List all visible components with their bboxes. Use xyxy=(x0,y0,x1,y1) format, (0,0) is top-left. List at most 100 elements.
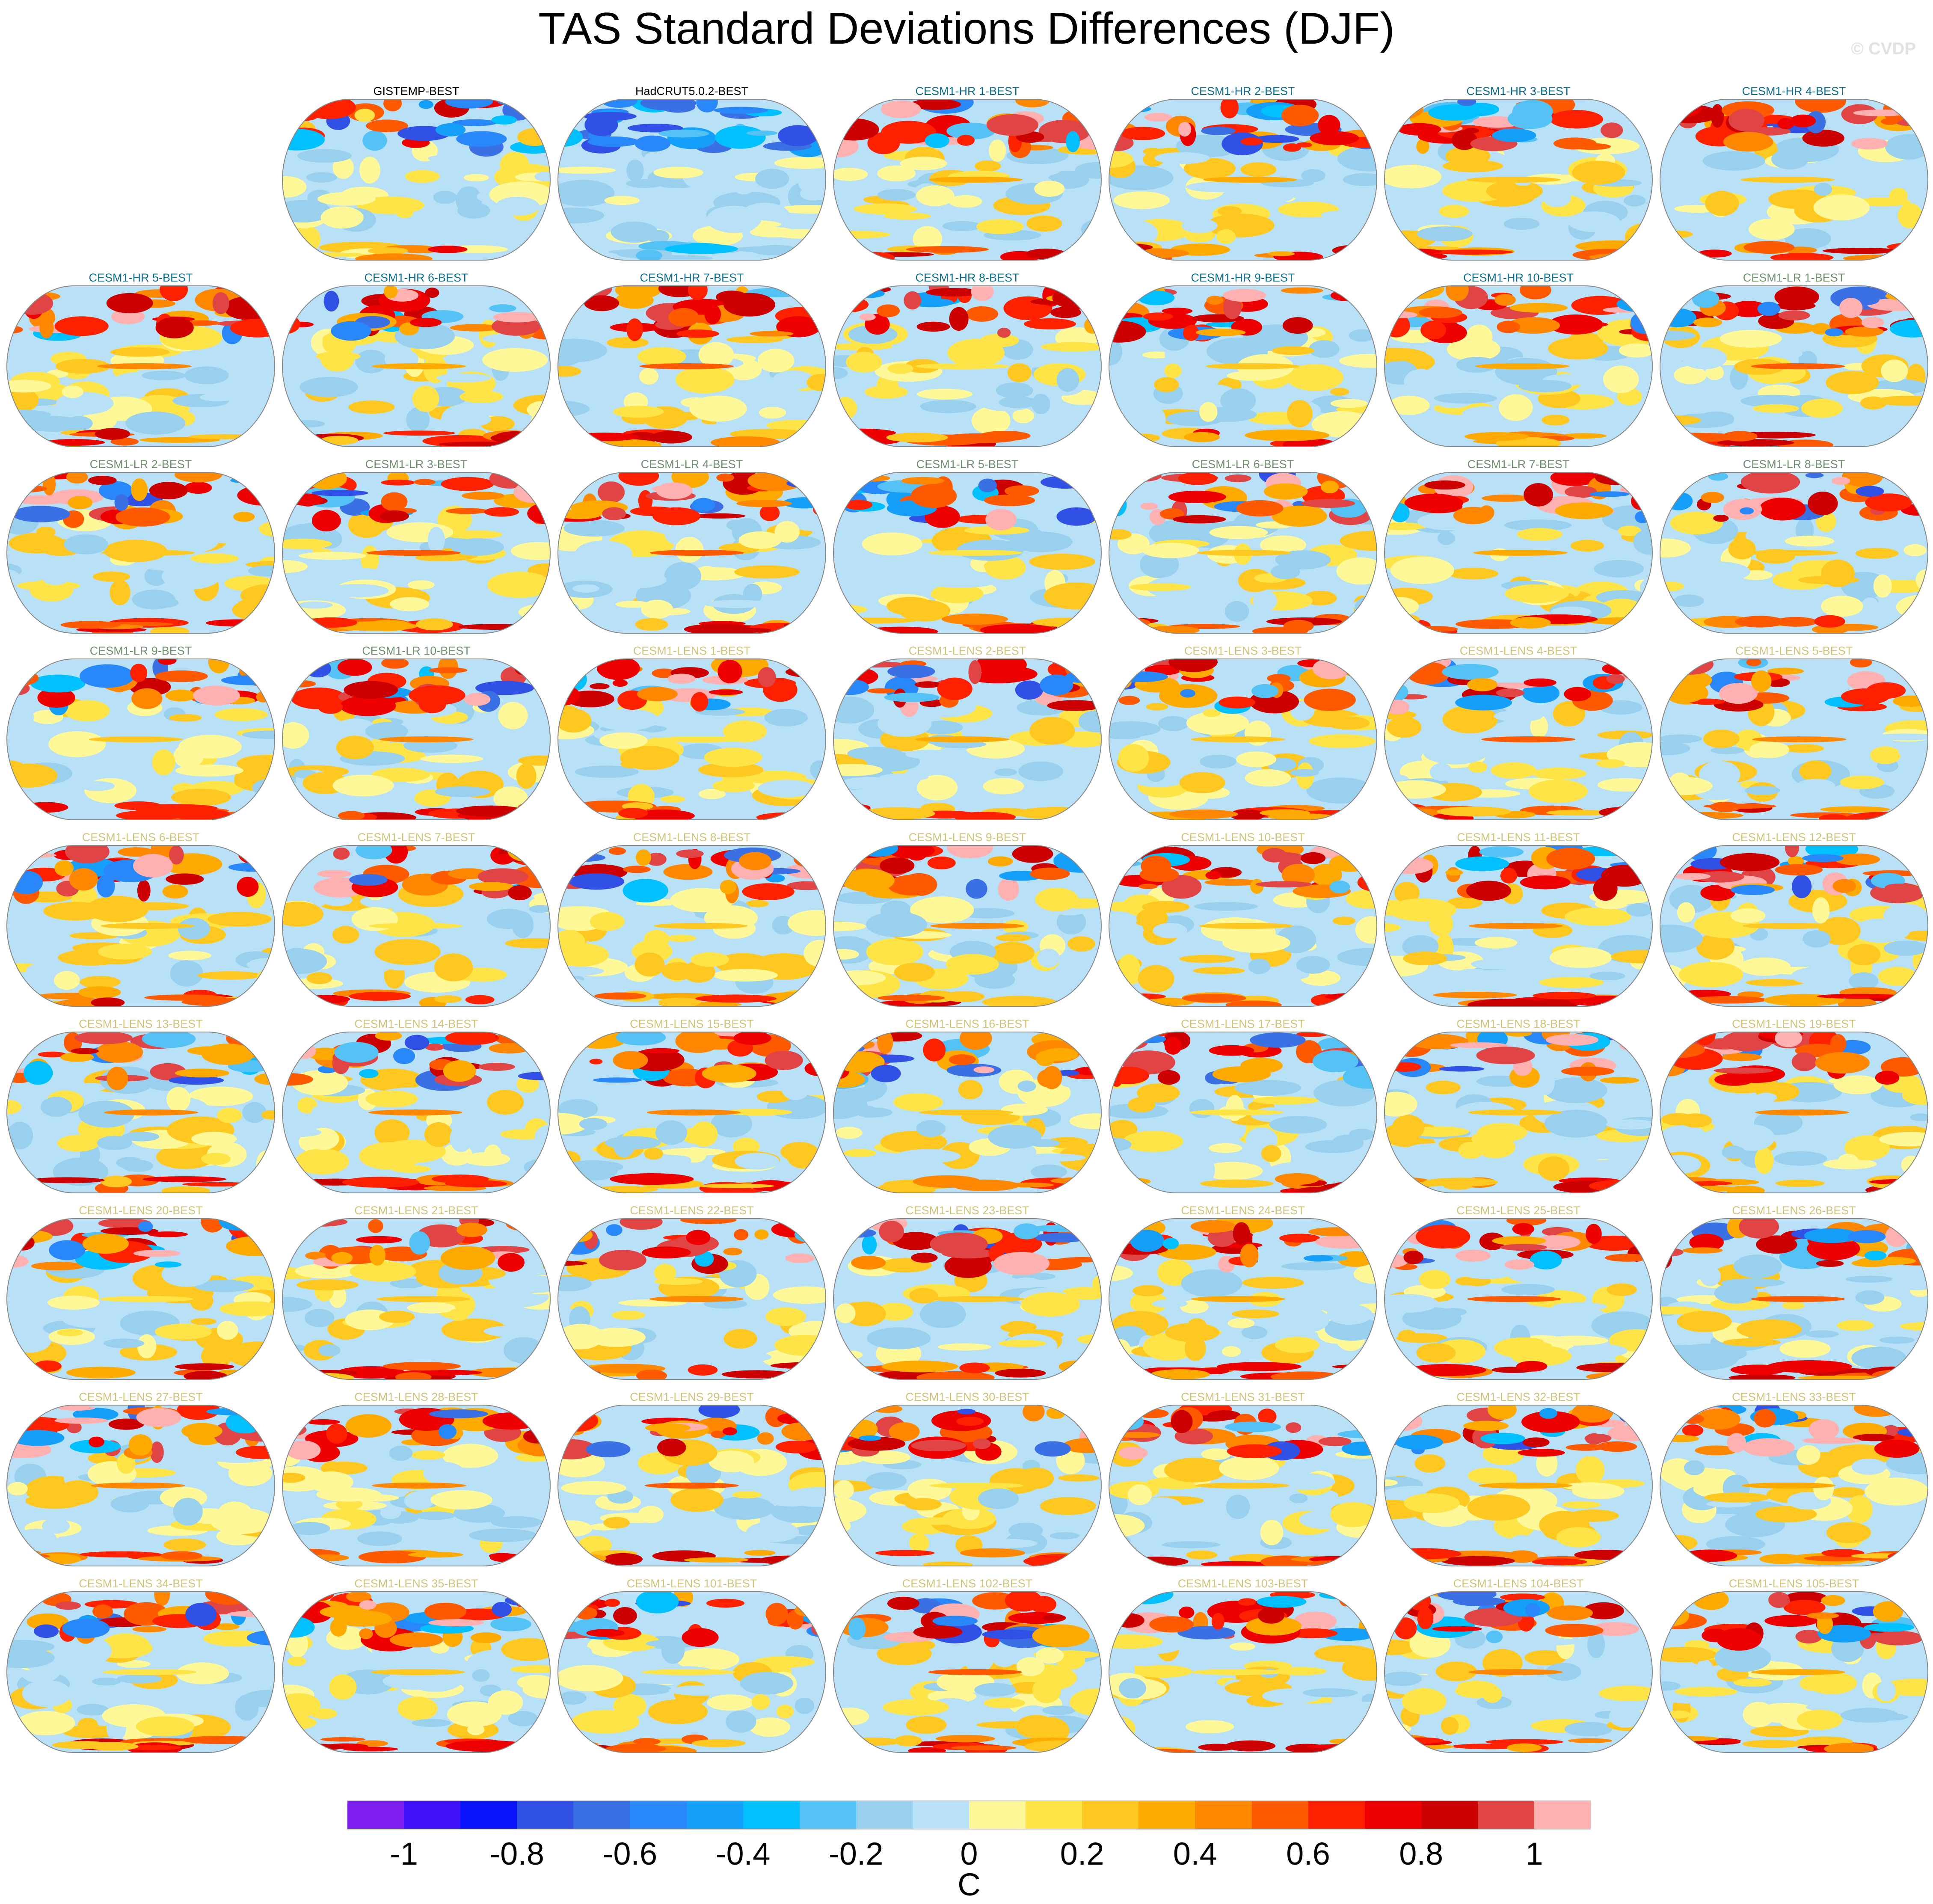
anomaly-patch xyxy=(1012,408,1034,424)
anomaly-patch xyxy=(1634,1230,1652,1249)
anomaly-patch xyxy=(311,510,341,532)
anomaly-patch xyxy=(55,1601,81,1610)
anomaly-patch xyxy=(646,1109,741,1115)
anomaly-patch xyxy=(177,1405,220,1420)
anomaly-patch xyxy=(261,495,275,502)
anomaly-patch xyxy=(1805,845,1859,859)
anomaly-patch xyxy=(450,1125,472,1152)
anomaly-patch xyxy=(1797,1375,1883,1379)
anomaly-patch xyxy=(1574,1550,1637,1560)
anomaly-patch xyxy=(450,324,501,332)
anomaly-patch xyxy=(409,685,465,706)
anomaly-patch xyxy=(1467,1494,1530,1521)
anomaly-patch xyxy=(1278,1307,1329,1333)
map-outline xyxy=(1108,1405,1378,1566)
anomaly-patch xyxy=(1329,881,1350,893)
anomaly-patch xyxy=(1819,814,1848,820)
anomaly-patch xyxy=(175,764,244,777)
map-outline xyxy=(282,1405,551,1566)
anomaly-patch xyxy=(258,1219,275,1237)
anomaly-patch xyxy=(498,702,528,730)
anomaly-patch xyxy=(201,1044,255,1065)
anomaly-patch xyxy=(98,943,152,960)
anomaly-patch xyxy=(1442,705,1498,734)
global-map xyxy=(282,1591,551,1753)
anomaly-patch xyxy=(661,962,695,980)
anomaly-patch xyxy=(558,338,607,362)
anomaly-patch xyxy=(887,875,936,896)
anomaly-patch xyxy=(430,1490,493,1510)
anomaly-patch xyxy=(288,1522,330,1535)
anomaly-patch xyxy=(846,352,882,373)
anomaly-patch xyxy=(1310,863,1342,886)
anomaly-patch xyxy=(47,1296,100,1310)
anomaly-patch xyxy=(917,389,973,400)
anomaly-patch xyxy=(133,1249,181,1257)
anomaly-patch xyxy=(558,1410,593,1419)
anomaly-patch xyxy=(154,1323,212,1340)
anomaly-patch xyxy=(288,1219,321,1228)
anomaly-patch xyxy=(1791,967,1849,985)
anomaly-patch xyxy=(1121,105,1151,113)
anomaly-patch xyxy=(1342,286,1377,297)
anomaly-patch xyxy=(97,363,192,369)
anomaly-patch xyxy=(259,1593,275,1614)
anomaly-patch xyxy=(1304,1255,1334,1262)
anomaly-patch xyxy=(282,1409,306,1424)
anomaly-patch xyxy=(643,930,670,949)
anomaly-patch xyxy=(1467,1296,1562,1302)
anomaly-patch xyxy=(154,1592,170,1606)
anomaly-patch xyxy=(1343,173,1377,186)
anomaly-patch xyxy=(1468,761,1488,773)
map-panel: CESM1-LENS 11-BEST xyxy=(1384,831,1653,1011)
anomaly-patch xyxy=(1703,729,1740,748)
anomaly-patch xyxy=(1719,682,1758,704)
anomaly-patch xyxy=(1879,1336,1915,1344)
anomaly-patch xyxy=(1507,108,1553,129)
anomaly-patch xyxy=(424,1122,453,1147)
anomaly-patch xyxy=(405,170,440,183)
anomaly-patch xyxy=(407,580,435,590)
map-panel: CESM1-LENS 22-BEST xyxy=(557,1204,827,1384)
anomaly-patch xyxy=(735,1153,780,1170)
anomaly-patch xyxy=(498,1253,525,1272)
anomaly-patch xyxy=(511,1141,531,1154)
anomaly-patch xyxy=(411,1450,445,1460)
anomaly-patch xyxy=(596,659,640,680)
anomaly-patch xyxy=(1199,923,1293,929)
anomaly-patch xyxy=(282,1221,306,1232)
anomaly-patch xyxy=(1684,1460,1705,1475)
panel-title: CESM1-LENS 18-BEST xyxy=(1456,1017,1580,1030)
anomaly-patch xyxy=(1306,777,1375,804)
anomaly-patch xyxy=(641,1246,691,1259)
anomaly-patch xyxy=(1143,148,1162,155)
anomaly-patch xyxy=(237,877,259,897)
anomaly-patch xyxy=(1281,287,1323,294)
anomaly-patch xyxy=(925,133,949,148)
map-outline xyxy=(557,1405,827,1566)
anomaly-patch xyxy=(1301,169,1325,182)
anomaly-patch xyxy=(34,1624,59,1638)
anomaly-patch xyxy=(984,555,1026,580)
anomaly-patch xyxy=(232,286,275,291)
anomaly-patch xyxy=(866,938,924,966)
anomaly-patch xyxy=(875,1550,935,1556)
anomaly-patch xyxy=(1308,1227,1363,1237)
anomaly-patch xyxy=(1275,1337,1319,1353)
anomaly-patch xyxy=(208,911,272,927)
anomaly-patch xyxy=(854,203,917,215)
anomaly-patch xyxy=(217,1257,270,1275)
anomaly-patch xyxy=(1510,617,1551,629)
anomaly-patch xyxy=(160,1551,203,1560)
anomaly-patch xyxy=(1504,519,1572,531)
anomaly-patch xyxy=(1281,104,1319,126)
anomaly-patch xyxy=(308,1471,353,1493)
global-map xyxy=(833,1405,1102,1566)
map-outline xyxy=(1384,1032,1653,1193)
anomaly-patch xyxy=(1597,778,1652,792)
global-map xyxy=(833,99,1102,261)
anomaly-patch xyxy=(237,755,275,772)
anomaly-patch xyxy=(311,1708,337,1719)
anomaly-patch xyxy=(715,126,766,149)
anomaly-patch xyxy=(338,811,365,820)
